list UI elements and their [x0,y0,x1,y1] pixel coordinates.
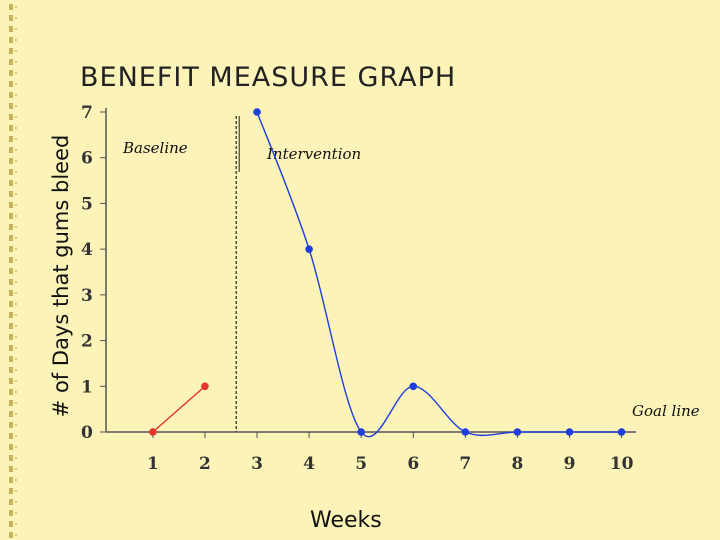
y-tick-label: 1 [81,377,93,397]
y-tick-label: 7 [81,103,93,123]
data-point-intervention [513,428,522,436]
y-tick-label: 0 [81,423,93,443]
x-axis-label: Weeks [310,508,382,533]
y-tick-label: 6 [81,149,93,169]
series-line-baseline [152,385,206,433]
slide-title: BENEFIT MEASURE GRAPH [80,62,457,93]
x-tick-label: 7 [459,454,471,474]
decorative-border [9,4,17,538]
goal-line-label: Goal line [632,402,700,420]
x-tick-label: 8 [512,454,524,474]
data-point-intervention [409,382,418,391]
data-point-intervention [305,245,313,253]
x-tick-label: 6 [407,454,419,474]
x-tick-label: 3 [251,454,263,474]
data-point-baseline [201,382,209,391]
data-point-intervention [461,428,470,436]
data-point-baseline [149,428,157,436]
x-tick-label: 10 [610,454,634,474]
phase-label-baseline: Baseline [122,139,188,157]
x-tick-label: 4 [303,454,315,474]
y-tick-label: 4 [81,240,93,260]
x-tick-label: 5 [355,454,367,474]
data-point-intervention [617,428,626,436]
data-point-intervention [357,428,365,436]
x-tick-label: 1 [147,454,159,474]
y-tick-label: 2 [81,332,93,352]
data-point-intervention [253,108,261,116]
y-tick-label: 3 [81,286,93,306]
x-tick-label: 2 [199,454,211,474]
data-point-intervention [565,428,574,436]
y-tick-label: 5 [81,194,93,214]
x-tick-label: 9 [564,454,576,474]
phase-label-intervention: Intervention [266,145,361,163]
